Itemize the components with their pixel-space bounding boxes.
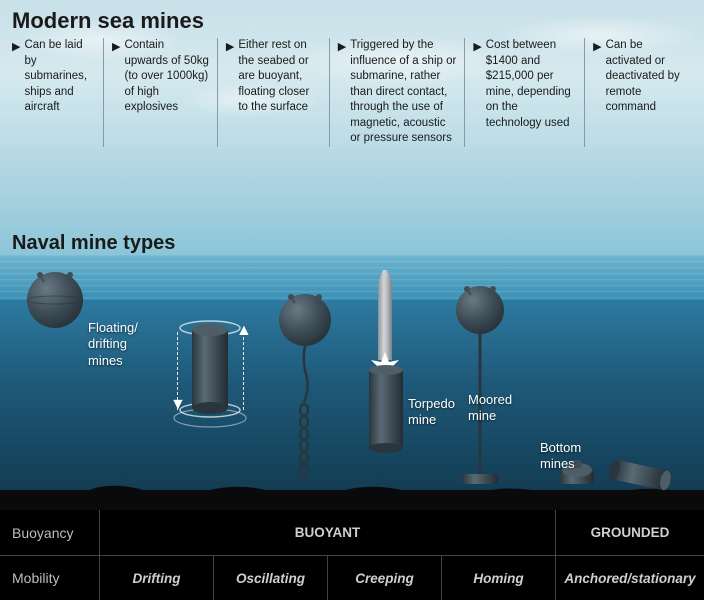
types-title: Naval mine types: [12, 232, 175, 255]
fact-divider: [584, 38, 585, 147]
moored-mine-label: Mooredmine: [468, 392, 512, 425]
bottom-mine-label: Bottommines: [540, 440, 581, 473]
floating-mine: [27, 272, 83, 328]
table-cell: GROUNDED: [556, 510, 704, 555]
bullet-arrow-icon: ▶: [112, 40, 120, 53]
fact-text: Contain upwards of 50kg (to over 1000kg)…: [124, 38, 208, 116]
fact-divider: [464, 38, 465, 147]
down-arrow-icon: ▼: [170, 396, 186, 414]
bullet-arrow-icon: ▶: [473, 40, 481, 53]
torpedo-mine-label: Torpedomine: [408, 396, 455, 429]
fact-text: Can be laid by submarines, ships and air…: [24, 38, 95, 116]
table-cell: Oscillating: [214, 556, 327, 600]
bullet-arrow-icon: ▶: [12, 40, 20, 53]
table-cell: Homing: [442, 556, 555, 600]
moored-mine: [456, 286, 504, 484]
classification-table: BuoyancyBUOYANTGROUNDEDMobilityDriftingO…: [0, 510, 704, 600]
fact-text: Can be activated or deactivated by remot…: [606, 38, 684, 116]
table-cell: Creeping: [328, 556, 441, 600]
table-cell: Anchored/stationary: [556, 556, 704, 600]
fact-item: ▶ Contain upwards of 50kg (to over 1000kg…: [112, 38, 217, 147]
table-cell: BUOYANT: [100, 510, 555, 555]
oscillate-dash-right: [243, 332, 244, 410]
mines-illustration: [0, 270, 704, 500]
table-cells: BUOYANTGROUNDED: [100, 510, 704, 555]
facts-row: ▶ Can be laid by submarines, ships and ai…: [12, 38, 692, 147]
table-row: BuoyancyBUOYANTGROUNDED: [0, 510, 704, 555]
floating-mine-label: Floating/driftingmines: [88, 320, 138, 369]
bullet-arrow-icon: ▶: [338, 40, 346, 53]
creeping-mine: [279, 294, 331, 476]
fact-text: Triggered by the influence of a ship or …: [350, 38, 456, 147]
bullet-arrow-icon: ▶: [593, 40, 601, 53]
fact-text: Cost between $1400 and $215,000 per mine…: [486, 38, 576, 131]
up-arrow-icon: ▲: [236, 322, 252, 340]
table-cells: DriftingOscillatingCreepingHomingAnchore…: [100, 556, 704, 600]
main-title: Modern sea mines: [12, 8, 204, 34]
fact-text: Either rest on the seabed or are buoyant…: [238, 38, 320, 116]
fact-item: ▶ Can be activated or deactivated by remo…: [593, 38, 692, 147]
table-row: MobilityDriftingOscillatingCreepingHomin…: [0, 555, 704, 600]
fact-divider: [217, 38, 218, 147]
fact-divider: [329, 38, 330, 147]
table-cell: Drifting: [100, 556, 213, 600]
torpedo-mine: [369, 270, 403, 453]
fact-item: ▶ Can be laid by submarines, ships and ai…: [12, 38, 103, 147]
fact-item: ▶ Cost between $1400 and $215,000 per min…: [473, 38, 584, 147]
fact-divider: [103, 38, 104, 147]
fact-item: ▶ Triggered by the influence of a ship or…: [338, 38, 465, 147]
table-row-header: Mobility: [0, 556, 100, 600]
table-row-header: Buoyancy: [0, 510, 100, 555]
fact-item: ▶ Either rest on the seabed or are buoyan…: [226, 38, 329, 147]
bullet-arrow-icon: ▶: [226, 40, 234, 53]
